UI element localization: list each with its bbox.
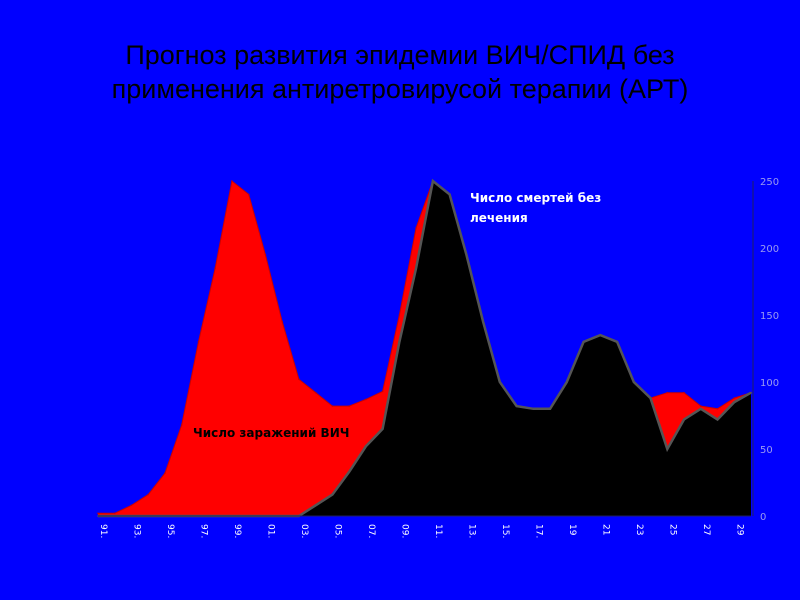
x-tick-label: 15. <box>500 524 510 538</box>
data-point-deaths <box>515 405 518 407</box>
x-tick-label: 25 <box>667 524 677 535</box>
x-axis: 91. 93. 95. 97. 99. 01. 03. 05. 07. 09. 11. 13. 15. 1… <box>98 524 744 538</box>
data-point-infections <box>415 227 417 229</box>
data-point-deaths <box>448 193 451 196</box>
x-tick-label: 01. <box>265 524 275 538</box>
data-point-infections <box>666 391 669 394</box>
y-tick-label: 200 <box>760 244 779 255</box>
x-tick-label: 17. <box>533 524 543 538</box>
data-point-infections <box>298 378 300 381</box>
x-tick-label: 21 <box>600 524 610 535</box>
deaths-annotation-line1: Число смертей без <box>470 191 601 205</box>
y-tick-label: 0 <box>760 512 766 523</box>
series-area-deaths <box>98 181 751 516</box>
x-tick-label: 11. <box>433 524 443 538</box>
data-point-deaths <box>666 448 669 450</box>
data-point-infections <box>700 405 702 407</box>
data-point-infections <box>231 180 233 182</box>
slide-title: Прогноз развития эпидемии ВИЧ/СПИД без п… <box>0 38 800 106</box>
data-point-infections <box>197 341 200 343</box>
data-point-infections <box>113 512 116 515</box>
data-point-infections <box>281 320 284 323</box>
data-point-infections <box>381 390 384 393</box>
series-layer <box>97 178 752 518</box>
infections-annotation: Число заражений ВИЧ <box>193 426 349 440</box>
y-axis: 0 50 100 150 200 250 <box>752 177 779 523</box>
data-point-deaths <box>566 381 568 383</box>
data-point-deaths <box>465 253 468 256</box>
data-point-infections <box>314 391 317 394</box>
x-tick-label: 27 <box>701 524 711 535</box>
data-point-deaths <box>499 381 501 383</box>
data-point-deaths <box>599 334 602 336</box>
y-tick-label: 100 <box>760 378 779 389</box>
y-tick-label: 150 <box>760 311 779 322</box>
data-point-deaths <box>716 418 719 421</box>
slide-title-line1: Прогноз развития эпидемии ВИЧ/СПИД без <box>125 40 675 70</box>
x-tick-label: 93. <box>132 524 142 538</box>
slide-title-line2: применения антиретровирусой терапии (АРТ… <box>111 74 689 104</box>
data-point-deaths <box>432 180 434 182</box>
data-point-deaths <box>381 428 384 430</box>
y-tick-label: 250 <box>760 177 779 188</box>
data-point-infections <box>348 405 351 407</box>
data-point-infections <box>716 408 719 410</box>
x-tick-label: 03. <box>299 524 309 538</box>
data-point-infections <box>331 405 334 407</box>
x-tick-label: 91. <box>98 524 108 538</box>
y-tick-label: 50 <box>760 445 773 456</box>
data-point-infections <box>264 253 267 256</box>
data-point-deaths <box>331 493 334 496</box>
data-point-infections <box>180 424 183 426</box>
data-point-deaths <box>482 320 484 323</box>
data-point-infections <box>97 512 99 515</box>
data-point-deaths <box>649 397 652 399</box>
data-point-deaths <box>582 341 585 343</box>
data-point-deaths <box>750 391 752 394</box>
x-tick-label: 29 <box>734 524 744 536</box>
data-point-infections <box>147 493 149 496</box>
x-tick-label: 09. <box>399 524 409 538</box>
x-tick-label: 95. <box>165 524 175 538</box>
data-point-infections <box>214 267 216 269</box>
x-tick-label: 23 <box>634 524 644 535</box>
data-point-deaths <box>633 381 635 383</box>
x-tick-label: 99. <box>232 524 242 538</box>
data-point-infections <box>733 397 736 399</box>
data-point-deaths <box>365 445 367 448</box>
data-point-infections <box>130 504 133 507</box>
x-tick-label: 07. <box>366 524 376 538</box>
data-point-infections <box>398 314 401 316</box>
deaths-annotation-line2: лечения <box>470 211 528 225</box>
x-tick-label: 13. <box>466 524 476 538</box>
x-tick-label: 97. <box>199 524 209 538</box>
data-point-deaths <box>398 341 401 343</box>
annotations: Число заражений ВИЧ Число смертей без ле… <box>193 191 601 440</box>
x-tick-label: 19 <box>567 524 577 536</box>
data-point-infections <box>365 398 367 401</box>
data-point-deaths <box>532 408 535 410</box>
data-point-infections <box>683 391 685 394</box>
data-point-deaths <box>415 267 417 269</box>
data-point-infections <box>164 472 166 474</box>
data-point-deaths <box>314 504 317 507</box>
data-point-deaths <box>683 418 685 421</box>
data-point-deaths <box>733 401 736 403</box>
data-point-deaths <box>700 408 702 410</box>
x-tick-label: 05. <box>332 524 342 538</box>
data-point-deaths <box>348 471 351 473</box>
data-point-infections <box>247 193 250 196</box>
data-point-deaths <box>616 341 618 343</box>
data-point-deaths <box>549 408 551 410</box>
